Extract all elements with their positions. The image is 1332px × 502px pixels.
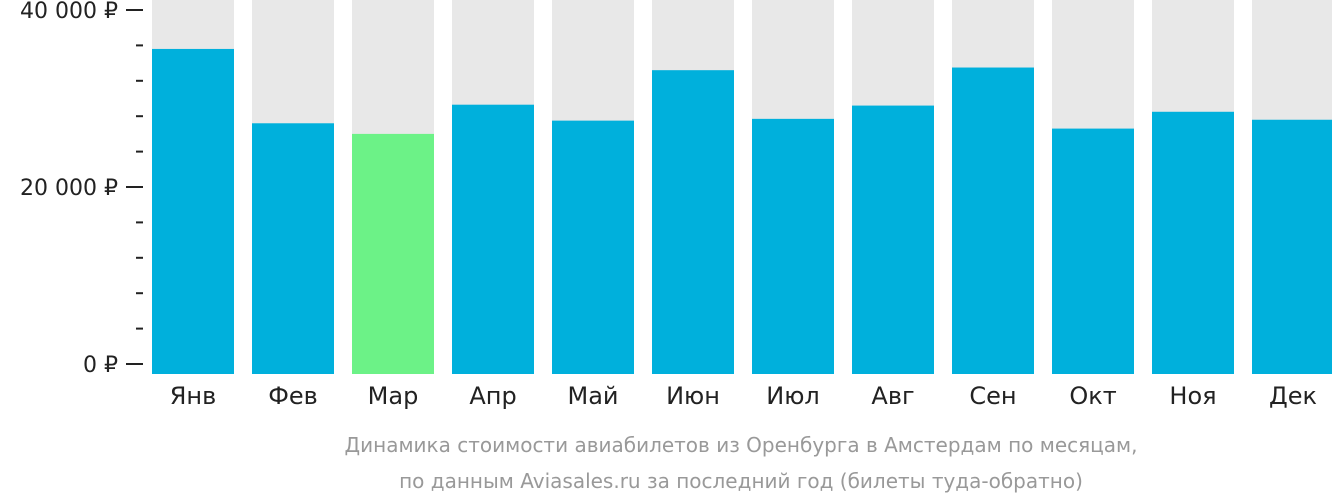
x-tick-label-7: Июл [766,382,820,410]
x-tick-label-12: Дек [1269,382,1317,410]
bar-10[interactable] [1052,128,1134,374]
x-tick-label-5: Май [567,382,618,410]
x-tick-label-4: Апр [469,382,516,410]
x-tick-label-9: Сен [969,382,1016,410]
caption-line-1: Динамика стоимости авиабилетов из Оренбу… [345,433,1138,457]
y-axis: 40 000 ₽ 20 000 ₽ 0 ₽ [20,0,143,378]
x-tick-label-6: Июн [666,382,720,410]
bar-11[interactable] [1152,111,1234,375]
chart-caption: Динамика стоимости авиабилетов из Оренбу… [345,433,1138,493]
bar-group [152,48,1332,375]
y-tick-label-1: 40 000 ₽ [20,0,118,24]
caption-line-2: по данным Aviasales.ru за последний год … [399,469,1083,493]
bar-7[interactable] [752,118,834,374]
x-tick-label-8: Авг [871,382,914,410]
bar-1[interactable] [152,48,234,374]
bar-5[interactable] [552,120,634,374]
bar-2[interactable] [252,123,334,374]
bar-4[interactable] [452,104,534,374]
x-tick-label-11: Ноя [1169,382,1216,410]
x-axis-labels: Янв Фев Мар Апр Май Июн Июл Авг Сен Окт Ноя Дек [170,382,1317,410]
y-tick-label-2: 20 000 ₽ [20,176,118,201]
x-tick-label-2: Фев [268,382,318,410]
y-tick-label-3: 0 ₽ [83,353,118,378]
bar-12[interactable] [1252,119,1332,375]
bar-6[interactable] [652,70,734,375]
bar-9[interactable] [952,67,1034,375]
bar-3[interactable] [352,133,434,374]
x-tick-label-1: Янв [170,382,217,410]
bar-8[interactable] [852,105,934,374]
x-tick-label-10: Окт [1069,382,1116,410]
x-tick-label-3: Мар [368,382,419,410]
